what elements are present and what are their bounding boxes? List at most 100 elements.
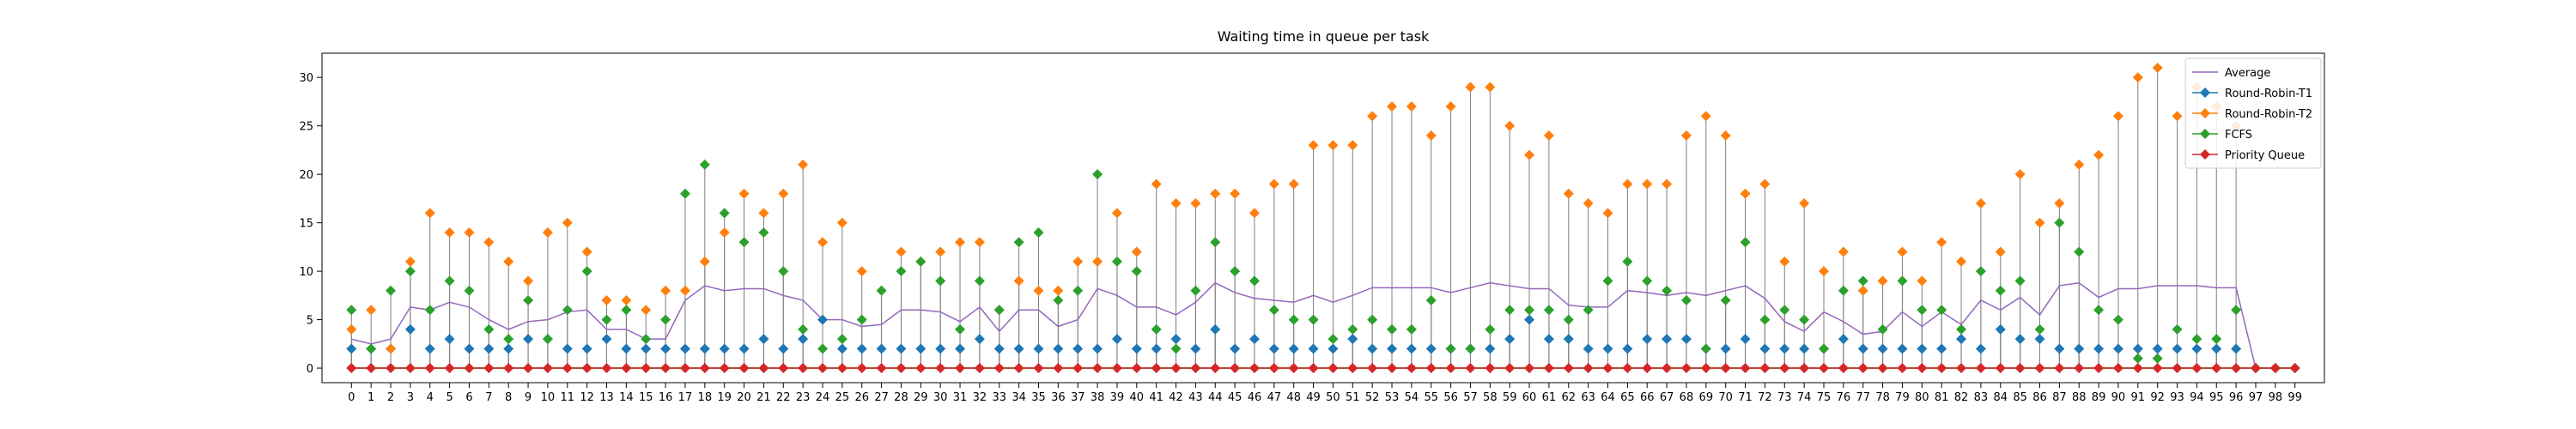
legend-box bbox=[2184, 57, 2322, 169]
round-robin-t1-point bbox=[1190, 343, 1201, 354]
fcfs-point bbox=[1700, 343, 1711, 354]
priority-queue-point bbox=[2269, 363, 2281, 374]
round-robin-t2-point bbox=[404, 256, 416, 267]
round-robin-t2-point bbox=[1092, 256, 1103, 267]
round-robin-t1-point bbox=[738, 343, 750, 354]
fcfs-point bbox=[366, 343, 377, 354]
legend-marker bbox=[2200, 88, 2210, 98]
round-robin-t2-point bbox=[1131, 246, 1142, 257]
fcfs-point bbox=[1602, 275, 1613, 287]
legend-label-priority-queue: Priority Queue bbox=[2225, 149, 2305, 162]
priority-queue-point bbox=[1465, 363, 1476, 374]
priority-queue-point bbox=[366, 363, 377, 374]
round-robin-t1-point bbox=[1092, 343, 1103, 354]
round-robin-t1-point bbox=[1975, 343, 1986, 354]
x-tick-label: 4 bbox=[427, 391, 434, 404]
round-robin-t1-point bbox=[1347, 334, 1358, 345]
priority-queue-point bbox=[641, 363, 652, 374]
x-tick-label: 98 bbox=[2269, 391, 2283, 404]
round-robin-t2-point bbox=[1230, 188, 1241, 199]
x-tick-label: 26 bbox=[854, 391, 869, 404]
round-robin-t2-point bbox=[1740, 188, 1751, 199]
x-tick-label: 86 bbox=[2032, 391, 2047, 404]
priority-queue-point bbox=[1406, 363, 1417, 374]
round-robin-t1-point bbox=[1680, 334, 1692, 345]
priority-queue-point bbox=[1268, 363, 1279, 374]
round-robin-t2-point bbox=[1190, 198, 1201, 209]
y-tick-label: 15 bbox=[299, 218, 313, 231]
round-robin-t2-point bbox=[1013, 275, 1024, 287]
priority-queue-point bbox=[2172, 363, 2183, 374]
x-tick-label: 93 bbox=[2170, 391, 2184, 404]
round-robin-t1-point bbox=[562, 343, 573, 354]
legend-label-round-robin-t1: Round-Robin-T1 bbox=[2225, 88, 2312, 100]
round-robin-t1-point bbox=[1367, 343, 1378, 354]
x-tick-label: 11 bbox=[561, 391, 575, 404]
round-robin-t1-point bbox=[1995, 323, 2006, 335]
round-robin-t2-point bbox=[1367, 111, 1378, 122]
round-robin-t2-point bbox=[366, 305, 377, 316]
round-robin-t1-point bbox=[1268, 343, 1279, 354]
round-robin-t1-point bbox=[1759, 343, 1771, 354]
round-robin-t2-point bbox=[1602, 208, 1613, 219]
x-tick-label: 34 bbox=[1012, 391, 1026, 404]
priority-queue-point bbox=[1485, 363, 1496, 374]
x-tick-label: 1 bbox=[368, 391, 374, 404]
round-robin-t1-point bbox=[1838, 334, 1849, 345]
round-robin-t1-point bbox=[935, 343, 946, 354]
fcfs-point bbox=[1465, 343, 1476, 354]
priority-queue-point bbox=[836, 363, 848, 374]
fcfs-point bbox=[738, 237, 750, 248]
round-robin-t1-point bbox=[1111, 334, 1122, 345]
fcfs-point bbox=[915, 256, 927, 267]
x-tick-label: 83 bbox=[1974, 391, 1989, 404]
x-tick-label: 51 bbox=[1346, 391, 1360, 404]
round-robin-t2-point bbox=[1642, 178, 1653, 190]
priority-queue-point bbox=[1779, 363, 1790, 374]
round-robin-t2-point bbox=[2093, 149, 2105, 160]
x-tick-label: 80 bbox=[1915, 391, 1929, 404]
round-robin-t2-point bbox=[581, 246, 592, 257]
priority-queue-point bbox=[621, 363, 632, 374]
round-robin-t1-point bbox=[1288, 343, 1299, 354]
fcfs-point bbox=[1680, 295, 1692, 305]
round-robin-t1-point bbox=[1387, 343, 1398, 354]
round-robin-t2-point bbox=[1327, 140, 1339, 151]
round-robin-t2-point bbox=[1995, 246, 2006, 257]
priority-queue-point bbox=[1543, 363, 1554, 374]
round-robin-t1-point bbox=[1210, 323, 1221, 335]
x-tick-label: 50 bbox=[1326, 391, 1340, 404]
x-tick-label: 19 bbox=[717, 391, 732, 404]
round-robin-t1-point bbox=[1308, 343, 1319, 354]
fcfs-point bbox=[798, 323, 809, 335]
round-robin-t2-point bbox=[1210, 188, 1221, 199]
fcfs-point bbox=[1111, 256, 1122, 267]
round-robin-t2-point bbox=[836, 217, 848, 228]
x-tick-label: 66 bbox=[1640, 391, 1655, 404]
round-robin-t1-point bbox=[1583, 343, 1594, 354]
priority-queue-point bbox=[1563, 363, 1574, 374]
x-tick-label: 85 bbox=[2013, 391, 2027, 404]
x-tick-label: 62 bbox=[1562, 391, 1577, 404]
fcfs-point bbox=[562, 305, 573, 316]
priority-queue-point bbox=[817, 363, 828, 374]
x-tick-label: 3 bbox=[407, 391, 414, 404]
priority-queue-point bbox=[2289, 363, 2300, 374]
round-robin-t1-point bbox=[641, 343, 652, 354]
x-tick-label: 89 bbox=[2092, 391, 2106, 404]
round-robin-t2-point bbox=[1700, 111, 1711, 122]
round-robin-t2-point bbox=[699, 256, 710, 267]
x-tick-label: 59 bbox=[1503, 391, 1517, 404]
x-tick-label: 33 bbox=[992, 391, 1006, 404]
fcfs-point bbox=[2172, 323, 2183, 335]
priority-queue-point bbox=[601, 363, 612, 374]
round-robin-t1-point bbox=[581, 343, 592, 354]
priority-queue-point bbox=[1720, 363, 1731, 374]
priority-queue-point bbox=[2074, 363, 2085, 374]
priority-queue-point bbox=[1857, 363, 1868, 374]
priority-queue-point bbox=[1170, 363, 1182, 374]
round-robin-t1-point bbox=[856, 343, 867, 354]
fcfs-point bbox=[1799, 314, 1810, 325]
priority-queue-point bbox=[404, 363, 416, 374]
